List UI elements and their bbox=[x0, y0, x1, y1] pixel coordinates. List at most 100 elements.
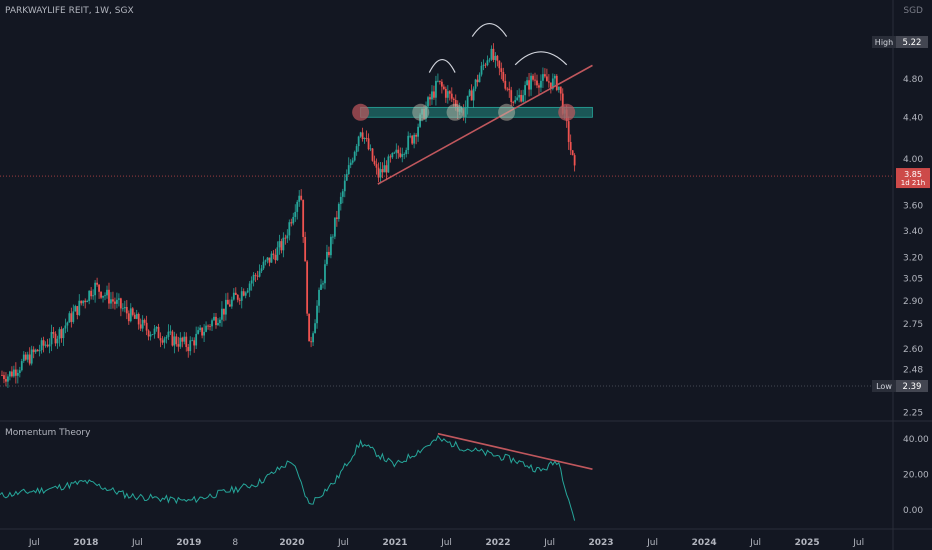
candle bbox=[221, 301, 223, 327]
symbol-title: PARKWAYLIFE REIT, 1W, SGX bbox=[5, 6, 134, 16]
candle bbox=[492, 43, 495, 63]
candle bbox=[276, 241, 279, 261]
candle bbox=[363, 137, 366, 144]
candle bbox=[191, 337, 194, 342]
candle bbox=[335, 210, 338, 227]
candle bbox=[573, 153, 576, 172]
candle bbox=[52, 326, 55, 339]
neckline-touch-marker bbox=[446, 103, 464, 121]
candle bbox=[351, 157, 354, 165]
candle bbox=[175, 333, 178, 347]
momentum-line bbox=[0, 434, 576, 521]
candle bbox=[3, 371, 5, 384]
candle bbox=[540, 74, 542, 93]
candle bbox=[135, 309, 138, 320]
candle bbox=[159, 332, 162, 348]
candle bbox=[371, 147, 374, 162]
candle bbox=[555, 74, 558, 92]
candle bbox=[536, 74, 538, 89]
time-tick-label: 2024 bbox=[692, 538, 717, 548]
candle bbox=[514, 96, 517, 104]
candle bbox=[60, 326, 63, 343]
candle bbox=[454, 94, 457, 111]
candle bbox=[571, 150, 574, 156]
price-tick-label: 2.90 bbox=[903, 297, 923, 307]
candle bbox=[446, 85, 449, 104]
candles[interactable] bbox=[1, 43, 576, 388]
candle bbox=[268, 257, 271, 267]
candle bbox=[84, 298, 87, 309]
candle bbox=[480, 61, 483, 77]
candle bbox=[413, 132, 416, 149]
candle bbox=[337, 202, 340, 222]
candle bbox=[417, 123, 419, 142]
neckline-touch-marker bbox=[558, 103, 576, 121]
candle bbox=[272, 250, 275, 260]
candle bbox=[316, 300, 318, 329]
candle bbox=[98, 284, 100, 299]
candle bbox=[7, 374, 9, 388]
candle bbox=[48, 338, 51, 354]
candle bbox=[201, 327, 204, 339]
candle bbox=[508, 81, 511, 98]
candle bbox=[361, 127, 364, 142]
candle bbox=[270, 251, 273, 263]
candle bbox=[282, 232, 285, 258]
candle bbox=[234, 287, 237, 296]
candle bbox=[534, 72, 536, 86]
price-tick-label: 3.05 bbox=[903, 275, 923, 285]
candle bbox=[50, 324, 53, 352]
candle bbox=[228, 299, 231, 307]
candle bbox=[181, 336, 184, 348]
candle bbox=[478, 72, 481, 83]
time-tick-label: 2023 bbox=[589, 538, 614, 548]
candle bbox=[520, 90, 523, 103]
candle bbox=[510, 86, 513, 107]
time-tick-label: Jul bbox=[749, 538, 761, 548]
candle bbox=[506, 87, 509, 92]
momentum-pane[interactable] bbox=[0, 432, 593, 521]
candle bbox=[133, 312, 136, 320]
momentum-tick-label: 20.00 bbox=[903, 471, 929, 481]
candle bbox=[121, 303, 124, 312]
candle bbox=[88, 290, 91, 305]
candle bbox=[355, 143, 358, 156]
candle bbox=[312, 331, 314, 346]
price-tick-label: 2.25 bbox=[903, 409, 923, 419]
candle bbox=[381, 162, 384, 179]
candle bbox=[532, 73, 534, 82]
candle bbox=[139, 318, 142, 331]
candle bbox=[403, 152, 406, 160]
candle bbox=[490, 45, 493, 62]
candle bbox=[207, 324, 209, 330]
candle bbox=[328, 246, 330, 258]
candle bbox=[28, 347, 31, 366]
candle bbox=[341, 188, 344, 204]
candle bbox=[544, 68, 546, 79]
candle bbox=[401, 147, 404, 163]
candle bbox=[30, 345, 33, 366]
candle bbox=[415, 133, 418, 145]
candle bbox=[127, 310, 130, 325]
annotations bbox=[0, 22, 893, 387]
candle bbox=[44, 341, 47, 348]
candle bbox=[100, 291, 102, 300]
time-tick-label: 2021 bbox=[382, 538, 407, 548]
candle bbox=[147, 329, 150, 341]
candle bbox=[365, 130, 368, 142]
price-tick-label: 2.75 bbox=[903, 320, 923, 330]
time-tick-label: Jul bbox=[646, 538, 658, 548]
candle bbox=[230, 296, 233, 309]
candle bbox=[1, 370, 3, 377]
candle bbox=[143, 318, 146, 326]
axes: 4.80 4.40 4.00 3.60 3.40 3.20 3.05 2.90 2.75 2.60… bbox=[28, 36, 930, 548]
svg-text:5.22: 5.22 bbox=[903, 38, 922, 48]
candle bbox=[369, 144, 372, 152]
candle bbox=[185, 332, 188, 352]
candle bbox=[12, 365, 15, 378]
candle bbox=[385, 160, 388, 181]
candle bbox=[24, 351, 27, 361]
candle bbox=[169, 325, 172, 335]
